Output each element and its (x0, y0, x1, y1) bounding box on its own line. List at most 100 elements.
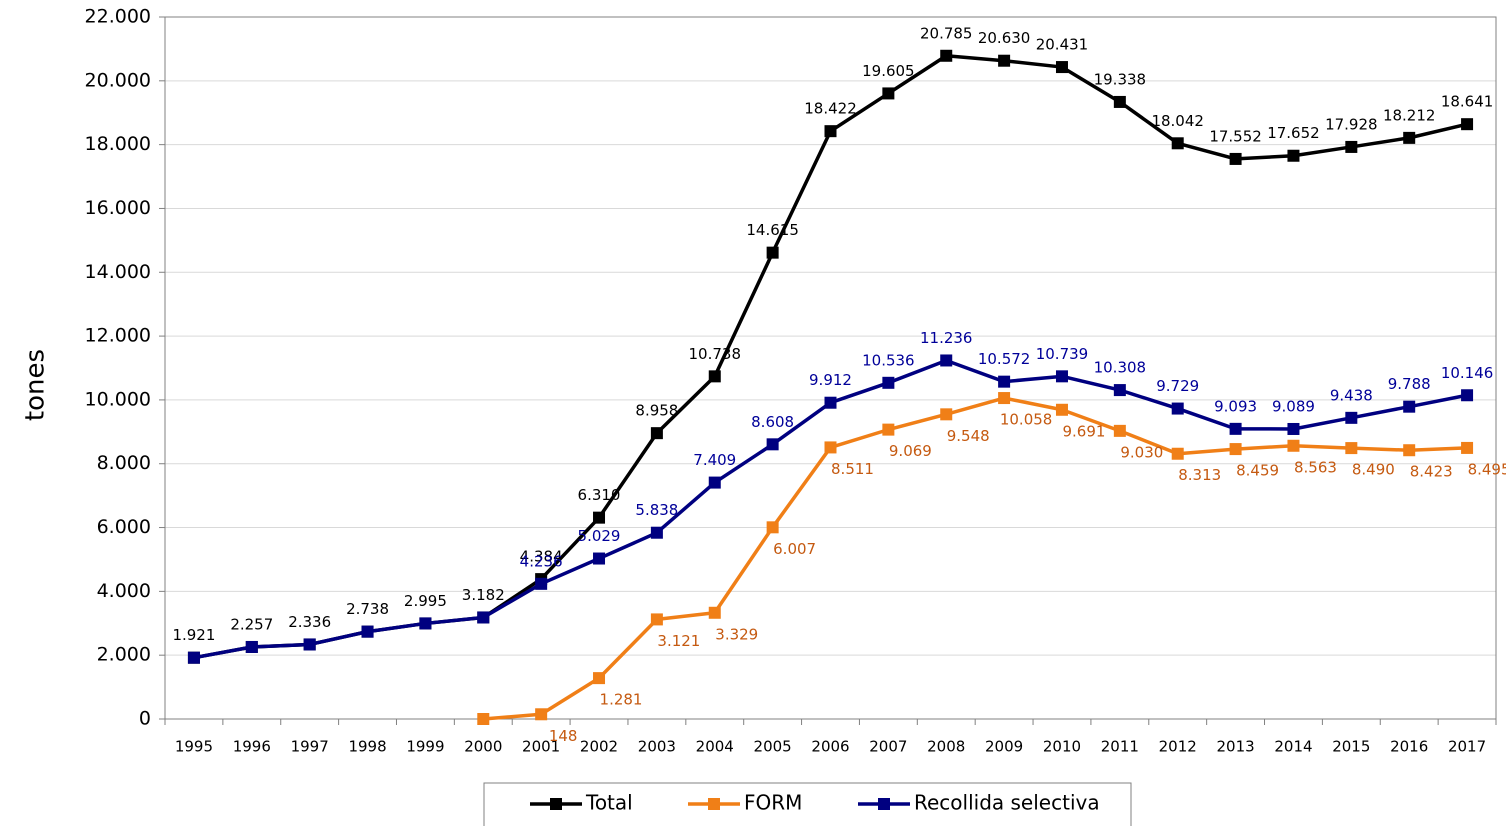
data-label: 9.788 (1388, 375, 1431, 393)
data-label: 6.007 (773, 540, 816, 558)
x-tick-label: 1995 (175, 738, 213, 756)
marker (245, 640, 258, 653)
x-tick-label: 1998 (348, 738, 386, 756)
plot-area (164, 16, 1497, 720)
marker (766, 246, 779, 259)
legend-label: Total (585, 791, 633, 815)
data-label: 8.313 (1178, 466, 1221, 484)
data-label: 8.490 (1352, 461, 1395, 479)
x-tick-label: 2015 (1332, 738, 1370, 756)
marker (1055, 61, 1068, 74)
data-label: 8.423 (1410, 463, 1453, 481)
x-tick-label: 2002 (580, 738, 618, 756)
y-tick-label: 12.000 (85, 325, 151, 347)
x-tick-label: 1999 (406, 738, 444, 756)
marker (1461, 441, 1474, 454)
data-label: 8.459 (1236, 462, 1279, 480)
marker (1403, 131, 1416, 144)
data-label: 2.336 (288, 613, 331, 631)
data-label: 9.093 (1214, 397, 1257, 415)
marker (1171, 402, 1184, 415)
legend-marker (878, 798, 890, 810)
legend-label: FORM (744, 791, 802, 815)
data-label: 2.257 (230, 615, 273, 633)
y-tick-label: 0 (139, 708, 151, 730)
marker (1345, 411, 1358, 424)
marker (1229, 152, 1242, 165)
data-label: 9.729 (1156, 377, 1199, 395)
data-label: 20.785 (920, 24, 973, 42)
marker (824, 396, 837, 409)
data-label: 19.338 (1094, 70, 1147, 88)
marker (998, 54, 1011, 67)
marker (477, 611, 490, 624)
data-label: 10.739 (1036, 345, 1089, 363)
data-label: 14.615 (746, 221, 799, 239)
marker (1461, 118, 1474, 131)
marker (708, 606, 721, 619)
x-tick-label: 2012 (1159, 738, 1197, 756)
data-label: 10.738 (689, 345, 742, 363)
marker (650, 613, 663, 626)
marker (1287, 439, 1300, 452)
data-label: 9.069 (889, 442, 932, 460)
y-tick-label: 10.000 (85, 388, 151, 410)
marker (1229, 422, 1242, 435)
marker (593, 552, 606, 565)
data-label: 9.912 (809, 371, 852, 389)
marker (940, 354, 953, 367)
marker (1055, 403, 1068, 416)
data-label: 4.384 (520, 548, 563, 566)
legend-marker (708, 798, 720, 810)
y-tick-label: 4.000 (97, 580, 151, 602)
data-label: 17.552 (1209, 127, 1262, 145)
data-label: 8.511 (831, 460, 874, 478)
x-tick-label: 2005 (754, 738, 792, 756)
data-label: 8.563 (1294, 458, 1337, 476)
marker (593, 672, 606, 685)
data-label: 10.146 (1441, 364, 1494, 382)
marker (419, 617, 432, 630)
legend-label: Recollida selectiva (914, 791, 1100, 815)
x-tick-label: 2007 (869, 738, 907, 756)
marker (1229, 443, 1242, 456)
x-tick-label: 2006 (811, 738, 849, 756)
data-label: 17.652 (1267, 124, 1320, 142)
marker (650, 427, 663, 440)
data-label: 3.182 (462, 586, 505, 604)
data-label: 1.921 (172, 626, 215, 644)
data-label: 20.630 (978, 29, 1031, 47)
legend-box (483, 782, 1132, 826)
marker (1345, 140, 1358, 153)
x-tick-label: 2001 (522, 738, 560, 756)
data-label: 9.438 (1330, 386, 1373, 404)
marker (1113, 95, 1126, 108)
x-tick-label: 2010 (1043, 738, 1081, 756)
x-tick-label: 2014 (1274, 738, 1312, 756)
marker (1345, 442, 1358, 455)
marker (1287, 149, 1300, 162)
data-label: 18.422 (804, 100, 857, 118)
data-label: 8.608 (751, 413, 794, 431)
data-label: 3.121 (657, 632, 700, 650)
x-tick-label: 2017 (1448, 738, 1486, 756)
marker (940, 408, 953, 421)
marker (882, 87, 895, 100)
x-tick-label: 2009 (985, 738, 1023, 756)
marker (998, 392, 1011, 405)
series-line (193, 54, 1468, 660)
data-label: 9.030 (1120, 443, 1163, 461)
marker (708, 476, 721, 489)
marker (766, 438, 779, 451)
data-label: 5.838 (635, 501, 678, 519)
legend-marker (550, 798, 562, 810)
x-tick-label: 2016 (1390, 738, 1428, 756)
marker (940, 49, 953, 62)
marker (882, 423, 895, 436)
data-label: 19.605 (862, 62, 915, 80)
marker (1403, 444, 1416, 457)
marker (998, 375, 1011, 388)
x-tick-label: 2003 (638, 738, 676, 756)
marker (1461, 389, 1474, 402)
